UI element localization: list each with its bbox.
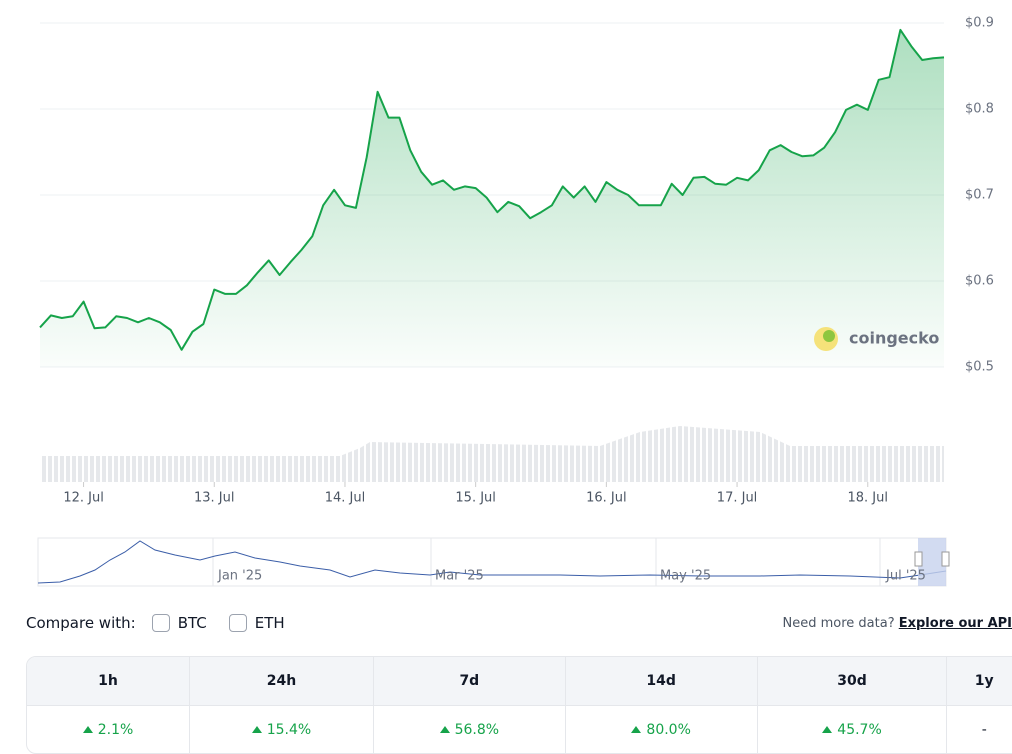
header-cell-text: 24h [267, 673, 296, 689]
value-cell-text: 80.0% [646, 722, 690, 738]
compare-label: Compare with: [26, 614, 136, 632]
value-cell: 80.0% [566, 705, 758, 753]
chart: coingecko Jan '25 Mar '25 May '25 Jul '2… [0, 0, 1012, 600]
y-tick-label: $0.9 [965, 16, 994, 31]
x-tick-label: 14. Jul [325, 491, 366, 506]
api-note: Need more data? Explore our API [783, 616, 1012, 631]
watermark: coingecko [814, 327, 939, 351]
navigator-label: May '25 [660, 569, 711, 584]
up-arrow [252, 726, 262, 733]
value-cell-text: 45.7% [837, 722, 881, 738]
navigator-label: Jan '25 [217, 569, 262, 584]
checkbox[interactable] [152, 614, 170, 632]
more-text: Need more data? [783, 616, 895, 631]
y-tick-label: $0.6 [965, 274, 994, 289]
y-tick-label: $0.5 [965, 360, 994, 375]
x-tick-label: 13. Jul [194, 491, 235, 506]
header-cell: 30d [758, 657, 948, 705]
value-cell-text: 2.1% [98, 722, 134, 738]
y-tick-label: $0.8 [965, 102, 994, 117]
compare-row: Compare with: BTC ETH [26, 614, 285, 632]
navigator-handle[interactable] [942, 552, 949, 566]
header-cell: 1y [947, 657, 1012, 705]
value-cell: - [947, 705, 1012, 753]
header-cell-text: 14d [646, 673, 676, 689]
x-tick-label: 18. Jul [848, 491, 889, 506]
value-cell-text: - [982, 722, 987, 738]
header-cell: 24h [190, 657, 374, 705]
navigator-label: Mar '25 [435, 569, 484, 584]
header-cell: 7d [374, 657, 566, 705]
header-cell-text: 7d [459, 673, 479, 689]
header-row: 1h 24h 7d 14d 30d 1y [27, 657, 1012, 705]
value-row: 2.1% 15.4% 56.8% 80.0% 45.7% - [27, 705, 1012, 753]
up-arrow [83, 726, 93, 733]
volume-bars [40, 426, 944, 482]
value-cell-text: 15.4% [267, 722, 311, 738]
api-link[interactable]: Explore our API [899, 616, 1012, 631]
y-tick-label: $0.7 [965, 188, 994, 203]
x-tick-label: 17. Jul [717, 491, 758, 506]
header-cell-text: 30d [837, 673, 867, 689]
up-arrow [440, 726, 450, 733]
performance-table: 1h 24h 7d 14d 30d 1y 2.1% 15.4% 56.8% 80.0% 45.7%… [26, 656, 1012, 754]
option[interactable]: ETH [255, 614, 285, 632]
header-cell-text: 1h [98, 673, 118, 689]
navigator-handle[interactable] [915, 552, 922, 566]
navigator-label: Jul '25 [885, 569, 926, 584]
value-cell: 2.1% [27, 705, 190, 753]
x-tick-label: 16. Jul [586, 491, 627, 506]
header-cell: 14d [566, 657, 758, 705]
navigator [38, 538, 946, 586]
header-cell-text: 1y [975, 673, 994, 689]
header-cell: 1h [27, 657, 190, 705]
price-area [40, 30, 944, 367]
value-cell: 56.8% [374, 705, 566, 753]
value-cell-text: 56.8% [455, 722, 499, 738]
x-tick-label: 12. Jul [63, 491, 104, 506]
option[interactable]: BTC [178, 614, 207, 632]
value-cell: 15.4% [190, 705, 374, 753]
up-arrow [631, 726, 641, 733]
x-tick-label: 15. Jul [455, 491, 496, 506]
checkbox[interactable] [229, 614, 247, 632]
up-arrow [822, 726, 832, 733]
watermark-text: coingecko [849, 329, 939, 348]
value-cell: 45.7% [758, 705, 948, 753]
